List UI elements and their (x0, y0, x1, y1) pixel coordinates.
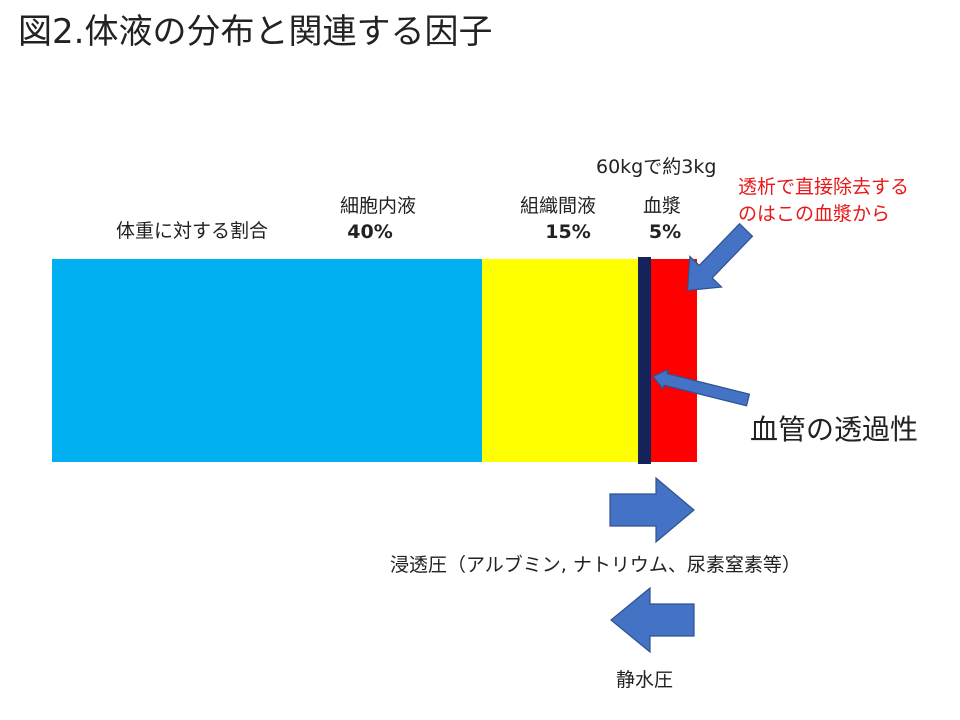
plasma-label: 血漿 (642, 195, 681, 217)
osmotic-pressure-label: 浸透圧（アルブミン, ナトリウム、尿素窒素等） (390, 554, 801, 576)
vessel-wall (638, 257, 651, 464)
dialysis-note-line-1: 透析で直接除去する (738, 176, 910, 198)
hydrostatic-pressure-label: 静水圧 (616, 669, 674, 691)
osmotic-pressure-arrow (609, 476, 695, 544)
intracellular-fluid-percent: 40% (347, 221, 393, 243)
intracellular-fluid-bar (52, 259, 482, 462)
body-weight-ratio-label: 体重に対する割合 (116, 220, 269, 242)
page-title: 図2.体液の分布と関連する因子 (18, 12, 493, 52)
dialysis-note-line-2: のはこの血漿から (738, 203, 891, 225)
plasma-bar (642, 259, 697, 462)
dialysis-arrow (687, 222, 754, 292)
plasma-percent: 5% (648, 221, 682, 243)
vascular-permeability-label: 血管の透過性 (750, 413, 919, 446)
hydrostatic-pressure-arrow (610, 586, 695, 654)
dialysis-note: 透析で直接除去する のはこの血漿から (738, 174, 909, 228)
intracellular-fluid-label: 細胞内液 (339, 195, 416, 217)
plasma-weight-note: 60kgで約3kg (596, 156, 717, 178)
interstitial-fluid-bar (482, 259, 642, 462)
permeability-arrow (651, 368, 751, 407)
interstitial-fluid-label: 組織間液 (519, 195, 596, 217)
interstitial-fluid-percent: 15% (545, 221, 591, 243)
